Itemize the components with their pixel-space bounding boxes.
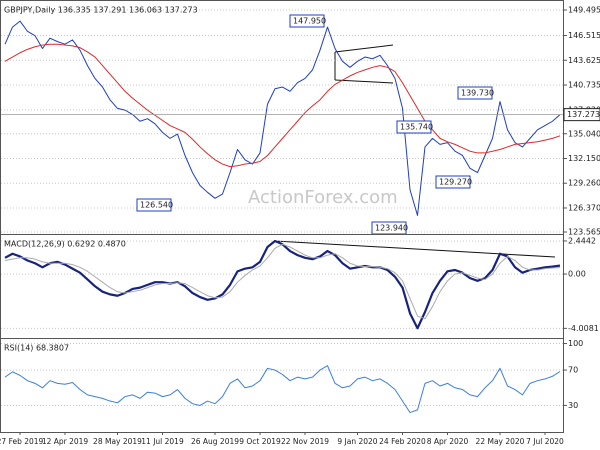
- annotation: 147.950: [293, 17, 326, 26]
- last-value-label: 137.273: [567, 110, 600, 119]
- y-tick-label: 100: [568, 339, 583, 348]
- annotation-box: [289, 14, 325, 28]
- panel-title: GBPJPY,Daily 136.335 137.291 136.063 137…: [4, 6, 198, 15]
- y-tick-label: 123.565: [568, 227, 600, 236]
- x-tick-label: 24 Feb 2020: [379, 437, 426, 446]
- x-tick-label: 26 Aug 2019: [191, 437, 239, 446]
- watermark: ActionForex.com: [248, 187, 398, 208]
- y-tick-label: 140.735: [568, 80, 600, 89]
- x-tick-label: 12 Apr 2019: [42, 437, 89, 446]
- annotation-box: [396, 120, 432, 134]
- annotation: 123.940: [375, 224, 408, 233]
- series-line: [4, 365, 561, 414]
- annotation-box: [136, 198, 172, 212]
- y-tick-label: -4.0081: [568, 324, 599, 333]
- x-tick-label: 28 May 2019: [93, 437, 142, 446]
- channel-bottom: [334, 79, 394, 84]
- x-tick-label: 8 Apr 2020: [427, 437, 469, 446]
- annotation: 126.540: [140, 201, 173, 210]
- x-tick-label: 9 Jan 2020: [337, 437, 377, 446]
- y-tick-label: 2.4442: [568, 236, 596, 245]
- panel-frame: [0, 338, 564, 433]
- annotation-box: [457, 86, 493, 100]
- last-value-box: [563, 108, 600, 122]
- panel-title: RSI(14) 68.3807: [4, 344, 69, 353]
- y-tick-label: 132.150: [568, 154, 600, 163]
- trendline: [274, 240, 556, 258]
- y-tick-label: 146.515: [568, 31, 600, 40]
- background: [0, 0, 564, 450]
- y-tick-label: 70: [568, 366, 578, 375]
- channel-top: [334, 44, 394, 53]
- series-line: [4, 243, 561, 320]
- y-tick-label: 126.370: [568, 203, 600, 212]
- annotation: 139.730: [461, 89, 494, 98]
- x-tick-label: 22 May 2020: [476, 437, 525, 446]
- x-tick-label: 7 Jul 2020: [526, 437, 564, 446]
- y-tick-label: 143.625: [568, 56, 600, 65]
- series-line: [4, 43, 561, 168]
- y-tick-label: 0.00: [568, 270, 586, 279]
- annotation-box: [435, 175, 471, 189]
- series-line: [4, 20, 561, 216]
- annotation: 129.270: [439, 178, 472, 187]
- x-tick-label: 9 Oct 2019: [239, 437, 281, 446]
- y-tick-label: 30: [568, 401, 578, 410]
- y-tick-label: 129.260: [568, 179, 600, 188]
- annotation: 135.740: [400, 123, 433, 132]
- y-tick-label: 135.040: [568, 129, 600, 138]
- x-tick-label: 11 Jul 2019: [141, 437, 184, 446]
- panel-title: MACD(12,26,9) 0.6292 0.4870: [4, 240, 126, 249]
- x-tick-label: 27 Feb 2019: [0, 437, 44, 446]
- x-tick-label: 22 Nov 2019: [281, 437, 329, 446]
- y-tick-label: 149.495: [568, 6, 600, 15]
